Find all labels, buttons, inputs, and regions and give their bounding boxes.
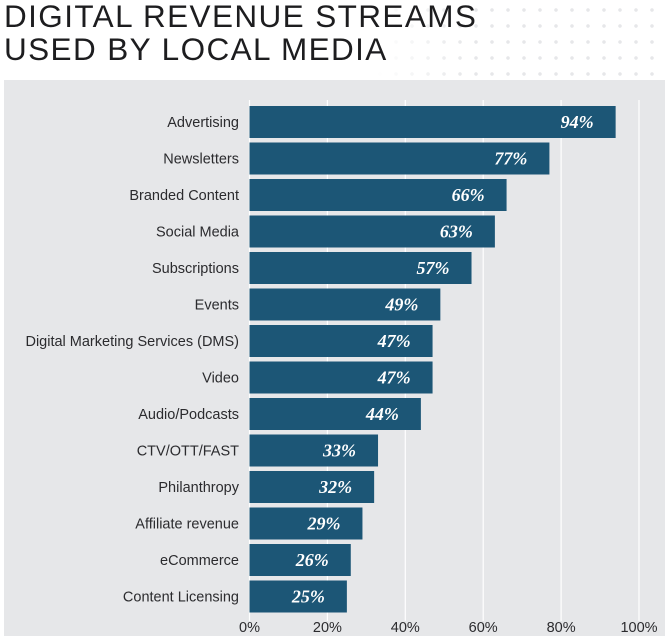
gridlines — [248, 100, 640, 621]
bar — [249, 398, 421, 430]
data-label: 32% — [318, 477, 352, 497]
x-tick-label: 0% — [239, 620, 260, 636]
category-label: Subscriptions — [152, 261, 239, 277]
bar — [249, 288, 441, 321]
chart-title: DIGITAL REVENUE STREAMS USED BY LOCAL ME… — [4, 0, 477, 66]
data-label: 25% — [291, 587, 325, 607]
bar — [249, 215, 495, 248]
bars — [249, 106, 616, 613]
category-labels: Advertising Newsletters Branded Content Soc… — [25, 115, 239, 606]
category-label: Events — [195, 298, 239, 314]
bar — [249, 361, 433, 394]
bar — [249, 252, 472, 284]
category-label: eCommerce — [160, 553, 239, 569]
category-label: Newsletters — [163, 152, 239, 168]
x-axis-ticks: 0% 20% 40% 60% 80% 100% — [239, 620, 658, 636]
data-label: 47% — [377, 331, 411, 351]
data-label: 26% — [295, 550, 329, 570]
category-label: Digital Marketing Services (DMS) — [25, 334, 239, 350]
category-label: Affiliate revenue — [135, 517, 239, 533]
data-label: 94% — [561, 112, 594, 132]
data-label: 66% — [452, 185, 485, 205]
x-tick-label: 100% — [620, 620, 657, 636]
data-label: 63% — [440, 222, 473, 242]
data-label: 33% — [322, 441, 356, 461]
chart-panel: Advertising Newsletters Branded Content Soc… — [4, 80, 665, 636]
category-label: Content Licensing — [123, 590, 239, 606]
bar — [249, 106, 616, 138]
bar — [249, 471, 375, 503]
bar — [249, 434, 379, 467]
category-label: CTV/OTT/FAST — [137, 444, 239, 460]
bar — [249, 544, 351, 576]
bar — [249, 325, 433, 357]
value-labels: 94% 77% 66% 63% 57% 49% 47% 47% 44% 33% 32% 29% 26% 2… — [291, 112, 594, 607]
data-label: 44% — [365, 404, 399, 424]
x-tick-label: 20% — [313, 620, 342, 636]
category-label: Video — [202, 371, 239, 387]
data-label: 29% — [306, 514, 340, 534]
title-line-1: DIGITAL REVENUE STREAMS — [4, 0, 478, 34]
x-tick-label: 60% — [469, 620, 498, 636]
x-tick-label: 40% — [391, 620, 420, 636]
bar — [249, 507, 363, 540]
bar-chart: Advertising Newsletters Branded Content Soc… — [25, 100, 658, 636]
x-tick-label: 80% — [547, 620, 576, 636]
header: DIGITAL REVENUE STREAMS USED BY LOCAL ME… — [0, 0, 665, 80]
bar — [249, 142, 550, 175]
category-label: Audio/Podcasts — [138, 407, 239, 423]
category-label: Social Media — [156, 225, 240, 241]
data-label: 77% — [494, 149, 527, 169]
category-label: Branded Content — [129, 188, 239, 204]
data-label: 49% — [384, 295, 418, 315]
data-label: 57% — [417, 258, 450, 278]
category-label: Advertising — [167, 115, 239, 131]
bar — [249, 580, 347, 613]
title-line-2: USED BY LOCAL MEDIA — [4, 31, 388, 67]
category-label: Philanthropy — [158, 480, 239, 496]
header-fade — [0, 0, 470, 80]
bar — [249, 179, 507, 211]
data-label: 47% — [377, 368, 411, 388]
